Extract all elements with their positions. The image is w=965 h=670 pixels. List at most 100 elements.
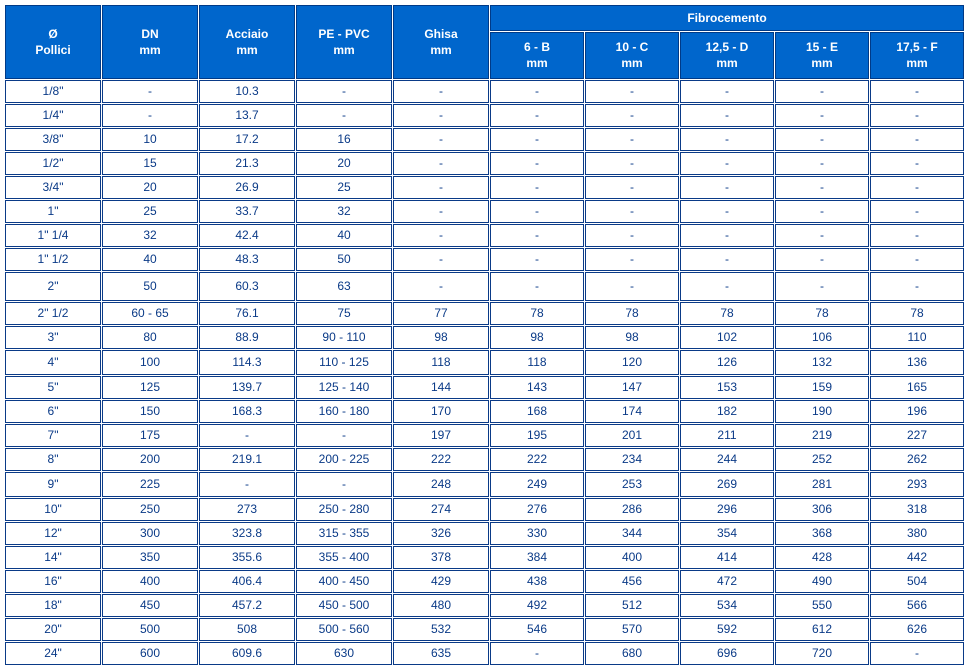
table-cell: 75 [296,302,392,325]
table-cell: 125 - 140 [296,376,392,399]
table-cell: 269 [680,472,774,497]
table-cell: 201 [585,424,679,447]
table-cell: - [870,248,964,271]
table-row: 1" 1/43242.440------ [5,224,964,247]
table-cell: - [199,472,295,497]
table-cell: - [585,80,679,103]
table-cell: 170 [393,400,489,423]
table-cell: 182 [680,400,774,423]
table-cell: 190 [775,400,869,423]
table-cell: 20 [296,152,392,175]
table-cell: 344 [585,522,679,545]
table-cell: 13.7 [199,104,295,127]
table-cell: - [775,152,869,175]
table-cell: 42.4 [199,224,295,247]
table-cell: - [296,472,392,497]
table-cell: - [775,224,869,247]
table-cell: - [393,272,489,301]
table-cell: 126 [680,350,774,375]
table-cell: - [393,200,489,223]
table-cell: - [393,248,489,271]
table-cell: 200 [102,448,198,471]
table-cell: - [296,424,392,447]
table-cell: - [393,176,489,199]
table-row: 8"200219.1200 - 225222222234244252262 [5,448,964,471]
table-cell: 60.3 [199,272,295,301]
table-cell: - [680,200,774,223]
table-cell: 315 - 355 [296,522,392,545]
table-cell: 114.3 [199,350,295,375]
table-cell: 10.3 [199,80,295,103]
table-cell: 10" [5,498,101,521]
table-cell: 592 [680,618,774,641]
table-cell: 219 [775,424,869,447]
pipe-dimensions-table: Ø Pollici DN mm Acciaio mm PE - PVC mm G… [4,4,965,666]
table-cell: 296 [680,498,774,521]
table-cell: 15 [102,152,198,175]
table-row: 2"5060.363------ [5,272,964,301]
table-cell: 76.1 [199,302,295,325]
table-cell: - [393,224,489,247]
table-row: 1/2"1521.320------ [5,152,964,175]
table-cell: 136 [870,350,964,375]
table-cell: 102 [680,326,774,349]
table-cell: 20" [5,618,101,641]
table-cell: - [870,152,964,175]
table-cell: - [585,248,679,271]
table-cell: - [775,104,869,127]
table-cell: 33.7 [199,200,295,223]
table-cell: 110 - 125 [296,350,392,375]
table-cell: 546 [490,618,584,641]
table-cell: 400 - 450 [296,570,392,593]
table-cell: 106 [775,326,869,349]
table-cell: 125 [102,376,198,399]
table-row: 3"8088.990 - 110989898102106110 [5,326,964,349]
table-row: 1/4"-13.7------- [5,104,964,127]
table-cell: 60 - 65 [102,302,198,325]
table-cell: - [585,104,679,127]
table-row: 3/4"2026.925------ [5,176,964,199]
table-row: 14"350355.6355 - 400378384400414428442 [5,546,964,569]
table-cell: 326 [393,522,489,545]
table-cell: 300 [102,522,198,545]
table-cell: - [775,248,869,271]
table-row: 18"450457.2450 - 500480492512534550566 [5,594,964,617]
table-cell: 195 [490,424,584,447]
table-cell: 250 [102,498,198,521]
table-cell: 609.6 [199,642,295,665]
col-header-ghisa: Ghisa mm [393,5,489,79]
table-row: 16"400406.4400 - 450429438456472490504 [5,570,964,593]
table-cell: 406.4 [199,570,295,593]
table-cell: - [775,80,869,103]
table-cell: 472 [680,570,774,593]
table-cell: 88.9 [199,326,295,349]
table-cell: 90 - 110 [296,326,392,349]
table-cell: - [490,642,584,665]
table-cell: 26.9 [199,176,295,199]
table-cell: 14" [5,546,101,569]
table-cell: 98 [585,326,679,349]
table-row: 1" 1/24048.350------ [5,248,964,271]
table-cell: 25 [296,176,392,199]
table-cell: - [870,224,964,247]
table-cell: - [585,224,679,247]
table-cell: 253 [585,472,679,497]
table-cell: 147 [585,376,679,399]
table-cell: 532 [393,618,489,641]
table-cell: 78 [585,302,679,325]
table-cell: 330 [490,522,584,545]
table-cell: 1/8" [5,80,101,103]
table-cell: 262 [870,448,964,471]
table-cell: 566 [870,594,964,617]
table-cell: 570 [585,618,679,641]
table-cell: 120 [585,350,679,375]
table-cell: 318 [870,498,964,521]
table-cell: 626 [870,618,964,641]
table-cell: 428 [775,546,869,569]
table-row: 1"2533.732------ [5,200,964,223]
table-cell: - [490,176,584,199]
table-body: 1/8"-10.3-------1/4"-13.7-------3/8"1017… [5,80,964,665]
table-cell: - [680,176,774,199]
table-cell: - [680,248,774,271]
table-cell: - [870,272,964,301]
